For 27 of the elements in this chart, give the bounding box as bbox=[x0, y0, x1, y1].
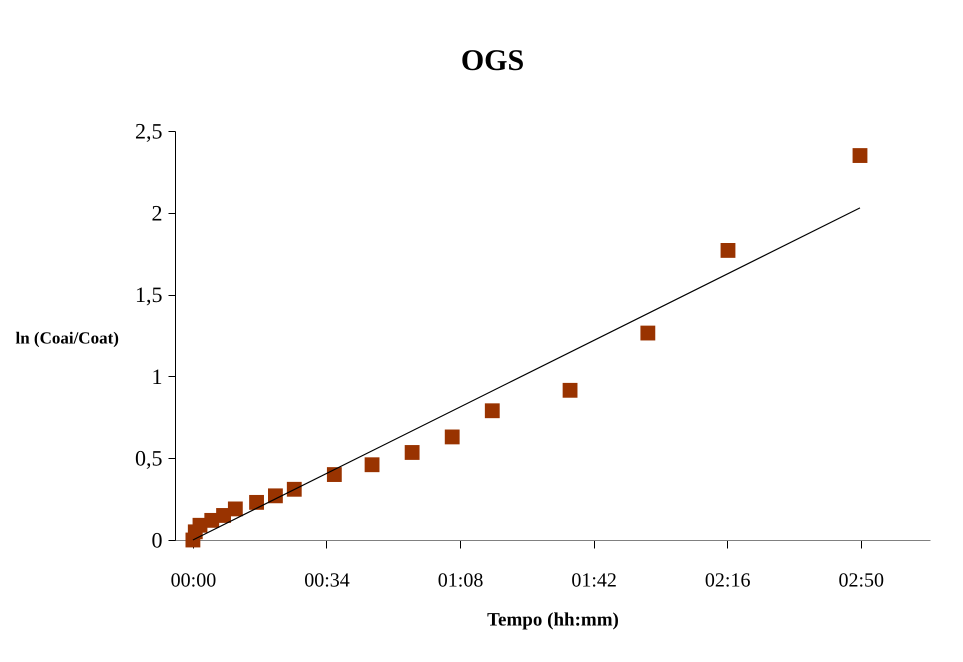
y-tick-label: 0 bbox=[152, 528, 162, 552]
chart-title: OGS bbox=[460, 44, 524, 77]
point bbox=[326, 467, 342, 482]
point bbox=[404, 445, 420, 460]
point bbox=[268, 488, 283, 504]
x-tick-label: 00:34 bbox=[304, 570, 350, 592]
point bbox=[640, 326, 656, 340]
y-tick-label: 1,5 bbox=[135, 282, 162, 308]
point bbox=[562, 382, 578, 398]
x-tick-label: 01:42 bbox=[571, 570, 617, 592]
point bbox=[249, 494, 264, 510]
y-tick-label: 2 bbox=[152, 200, 162, 226]
y-tick-label: 1 bbox=[152, 364, 162, 389]
x-tick-label: 01:08 bbox=[438, 570, 484, 592]
point bbox=[364, 457, 380, 472]
point bbox=[228, 502, 243, 516]
x-tick-label: 02:16 bbox=[704, 570, 750, 592]
y-axis-title: ln (Coai/Coat) bbox=[16, 328, 119, 348]
point bbox=[720, 243, 736, 258]
point bbox=[852, 148, 868, 163]
point bbox=[484, 403, 500, 418]
y-tick-label: 0,5 bbox=[135, 446, 162, 471]
x-tick-label: 00:00 bbox=[170, 570, 216, 592]
y-tick-label: 2,5 bbox=[135, 118, 162, 144]
x-tick-label: 02:50 bbox=[838, 570, 884, 592]
point bbox=[444, 430, 460, 444]
x-axis-title: Tempo (hh:mm) bbox=[487, 610, 619, 630]
